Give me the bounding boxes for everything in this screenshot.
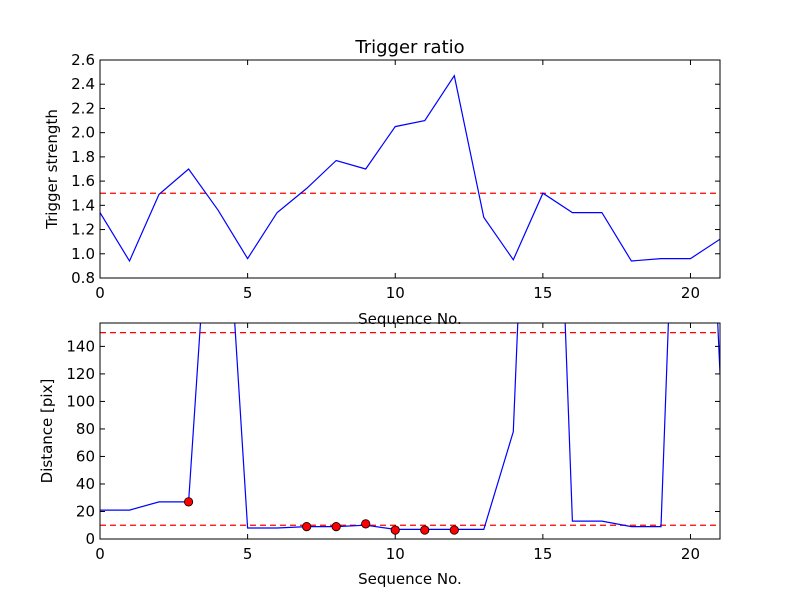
plot-frame xyxy=(99,59,721,279)
series-line xyxy=(100,323,720,531)
x-tick-label: 15 xyxy=(533,284,552,302)
series-line xyxy=(100,74,720,263)
x-axis-label: Sequence No. xyxy=(358,310,462,328)
x-tick-label: 20 xyxy=(681,284,700,302)
x-tick-label: 10 xyxy=(386,545,405,563)
plot-frame xyxy=(99,322,721,540)
x-tick-label: 15 xyxy=(533,545,552,563)
y-tick-label: 0 xyxy=(85,530,95,548)
y-tick-label: 120 xyxy=(66,365,95,383)
x-tick-label: 0 xyxy=(95,284,105,302)
x-axis-label: Sequence No. xyxy=(358,570,462,588)
data-point xyxy=(331,522,341,532)
distance-chart: Distance [pix] Sequence No. 0 5 10 15 20 0 20 4… xyxy=(38,322,721,588)
y-tick-label: 40 xyxy=(76,475,95,493)
data-point xyxy=(183,497,194,507)
x-tick-label: 5 xyxy=(243,284,253,302)
data-point xyxy=(449,525,459,535)
y-tick-label: 140 xyxy=(66,337,95,355)
y-tick-label: 1.2 xyxy=(71,221,95,239)
y-tick-label: 60 xyxy=(76,447,95,465)
y-tick-label: 1.0 xyxy=(71,245,95,263)
y-axis-label: Trigger strength xyxy=(43,109,61,230)
data-point xyxy=(302,522,312,532)
x-tick-label: 0 xyxy=(95,545,105,563)
data-point xyxy=(420,525,430,535)
y-tick-label: 0.8 xyxy=(71,269,95,287)
y-tick-label: 1.4 xyxy=(71,196,95,214)
chart-title: Trigger ratio xyxy=(354,37,464,58)
y-tick-label: 2.0 xyxy=(71,124,95,142)
x-tick-label: 10 xyxy=(386,284,405,302)
x-tick-label: 5 xyxy=(243,545,253,563)
y-axis-label: Distance [pix] xyxy=(38,379,56,484)
y-tick-label: 2.6 xyxy=(71,51,95,69)
trigger-ratio-chart: Trigger ratio Trigger strength Sequence … xyxy=(43,37,721,328)
y-tick-label: 1.8 xyxy=(71,148,95,166)
y-tick-label: 80 xyxy=(76,420,95,438)
y-tick-label: 2.2 xyxy=(71,99,95,117)
x-tick-label: 20 xyxy=(681,545,700,563)
y-tick-label: 20 xyxy=(76,502,95,520)
y-tick-label: 1.6 xyxy=(71,172,95,190)
y-tick-label: 100 xyxy=(66,392,95,410)
data-point xyxy=(361,519,371,529)
y-tick-label: 2.4 xyxy=(71,75,95,93)
data-point xyxy=(390,525,400,535)
